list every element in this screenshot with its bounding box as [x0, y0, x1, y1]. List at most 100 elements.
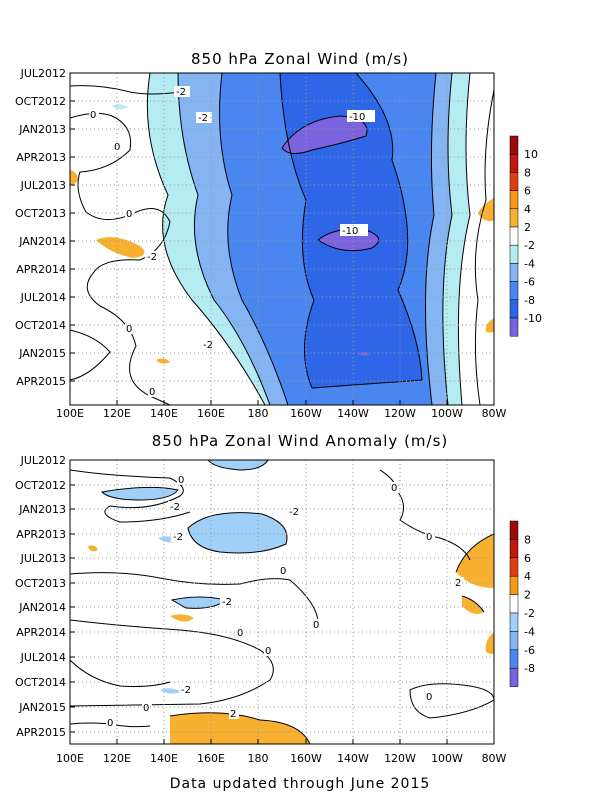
neg-anom-3: [188, 512, 287, 553]
colorbar-segment: [509, 649, 519, 669]
data-update-note: Data updated through June 2015: [169, 776, 431, 792]
colorbar-label: -8: [524, 294, 535, 307]
contour-label: -2: [198, 113, 208, 124]
x-tick-label: 180: [248, 752, 269, 765]
top-plot-fill: [70, 73, 494, 405]
y-tick-label: APR2014: [16, 263, 66, 276]
y-tick-label: JUL2012: [20, 67, 66, 80]
y-tick-label: JUL2014: [20, 291, 66, 304]
colorbar-label: 4: [524, 203, 531, 216]
pos-patch-2: [70, 170, 78, 185]
x-tick-label: 120W: [384, 407, 416, 420]
contour-label: 0: [107, 718, 113, 729]
contour-label: 0: [391, 483, 397, 494]
colorbar-segment: [509, 539, 519, 559]
x-tick-label: 160E: [197, 752, 225, 765]
top-plot-contours: [70, 73, 494, 405]
colorbar-label: 8: [524, 533, 531, 546]
y-tick-label: OCT2014: [15, 319, 66, 332]
y-tick-label: JUL2013: [20, 552, 66, 565]
y-tick-label: APR2013: [16, 528, 66, 541]
pos-anom-6: [170, 712, 310, 744]
pos-anom-2: [456, 534, 494, 588]
colorbar-segment: [509, 520, 519, 540]
y-tick-label: OCT2013: [15, 207, 66, 220]
contour-label: 2: [230, 709, 236, 720]
x-tick-label: 120E: [103, 407, 131, 420]
contour-label: 0: [178, 475, 184, 486]
x-tick-label: 160W: [290, 407, 322, 420]
top-plot-frame: [69, 72, 495, 406]
contour-label: -2: [203, 340, 213, 351]
pos-anom-1: [88, 545, 98, 552]
colorbar-segment: [509, 299, 519, 319]
contour-label: 0: [265, 646, 271, 657]
y-tick-label: OCT2014: [15, 676, 66, 689]
pos-anom-4: [170, 614, 194, 622]
x-tick-label: 140W: [337, 407, 369, 420]
x-tick-label: 180: [248, 407, 269, 420]
contour-label: -2: [181, 685, 191, 696]
colorbar-label: -8: [524, 662, 535, 675]
contour-label: -2: [289, 507, 299, 518]
x-tick-label: 100E: [56, 752, 84, 765]
y-tick-label: JAN2014: [18, 601, 66, 614]
y-tick-label: APR2015: [16, 726, 66, 739]
contour-label: 0: [149, 387, 155, 398]
y-tick-label: JUL2014: [20, 651, 66, 664]
x-tick-label: 100E: [56, 407, 84, 420]
colorbar-label: -2: [524, 607, 535, 620]
bottom-plot-contours: [70, 460, 494, 744]
contour-label: 0: [426, 532, 432, 543]
colorbar-segment: [509, 190, 519, 210]
x-tick-label: 120W: [384, 752, 416, 765]
bottom-plot-frame: [69, 459, 495, 745]
contour-label: -2: [170, 502, 180, 513]
x-tick-label: 100W: [431, 752, 463, 765]
colorbar-segment: [509, 263, 519, 282]
x-tick-label: 100W: [431, 407, 463, 420]
band-minus-10-a: [282, 116, 367, 154]
y-tick-label: JAN2015: [18, 701, 66, 714]
colorbar-label: 8: [524, 166, 531, 179]
colorbar-segment: [509, 153, 519, 173]
neg-anom-6: [160, 688, 182, 694]
x-tick-label: 140W: [337, 752, 369, 765]
colorbar-segment: [509, 281, 519, 301]
bottom-chart-title: 850 hPa Zonal Wind Anomaly (m/s): [151, 432, 449, 450]
neg-anom-5: [172, 597, 226, 609]
y-tick-label: JAN2014: [18, 235, 66, 248]
y-tick-label: APR2013: [16, 151, 66, 164]
y-tick-label: OCT2012: [15, 95, 66, 108]
colorbar-segment: [509, 135, 519, 155]
contour-label: 0: [114, 142, 120, 153]
y-tick-label: OCT2013: [15, 577, 66, 590]
y-tick-label: APR2015: [16, 375, 66, 388]
colorbar-label: -2: [524, 239, 535, 252]
neg-anom-2: [102, 487, 178, 500]
y-tick-label: JAN2013: [18, 123, 66, 136]
x-tick-label: 140E: [150, 752, 178, 765]
contour-label: 0: [313, 620, 319, 631]
y-tick-label: OCT2012: [15, 479, 66, 492]
contour-label: -2: [176, 87, 186, 98]
contour-label: 0: [143, 703, 149, 714]
contour-label: 0: [426, 692, 432, 703]
colorbar-label: -6: [524, 276, 535, 289]
pos-patch-5: [156, 358, 170, 364]
y-tick-label: JAN2013: [18, 503, 66, 516]
colorbar-segment: [509, 172, 519, 191]
x-tick-label: 120E: [103, 752, 131, 765]
colorbar-segment: [509, 226, 519, 246]
colorbar-label: 2: [524, 221, 531, 234]
pos-anom-5: [485, 632, 494, 654]
colorbar-label: -4: [524, 257, 535, 270]
pos-patch-1: [96, 237, 145, 258]
contour-label: -2: [173, 532, 183, 543]
contour-label: -10: [349, 112, 365, 123]
contour-label: -2: [222, 597, 232, 608]
contour-label: 0: [90, 110, 96, 121]
contour-label: -10: [342, 226, 358, 237]
contour-label: 0: [237, 628, 243, 639]
colorbar-label: 10: [524, 148, 538, 161]
